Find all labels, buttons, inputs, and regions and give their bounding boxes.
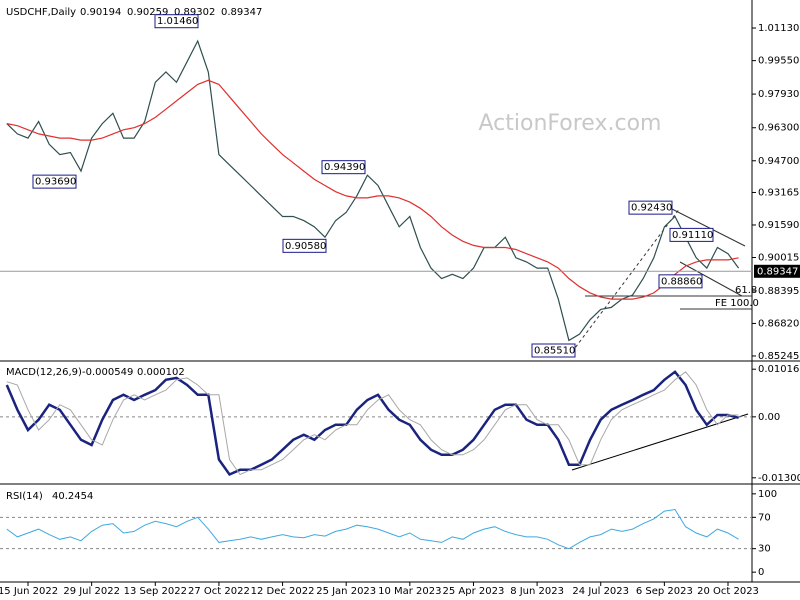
x-tick-label: 15 Jun 2022 bbox=[0, 586, 58, 597]
annotation-label: 0.94390 bbox=[324, 162, 365, 173]
y-tick-label: 0.91590 bbox=[758, 220, 799, 231]
annotation-box bbox=[628, 200, 673, 215]
annotation-box bbox=[669, 227, 714, 242]
readout-value: 0.89302 bbox=[174, 7, 215, 18]
chart-title: USDCHF,Daily bbox=[6, 7, 76, 18]
y-tick-label: 0.93165 bbox=[758, 187, 799, 198]
x-tick-label: 8 Jun 2023 bbox=[510, 586, 564, 597]
annotation-label: 0.92430 bbox=[631, 203, 672, 214]
y-tick-label: 0.88395 bbox=[758, 286, 799, 297]
annotation-box bbox=[282, 238, 327, 253]
y-tick-label: 0.90015 bbox=[758, 252, 799, 263]
annotation-label: 0.91110 bbox=[672, 230, 713, 241]
fib-label: FE 100.0 bbox=[715, 298, 759, 309]
panel-title: RSI(14) bbox=[6, 491, 43, 502]
annotation-label: 1.01460 bbox=[157, 16, 198, 27]
y-tick-label: 70 bbox=[758, 512, 771, 523]
annotation-box bbox=[154, 14, 199, 29]
trend-line bbox=[669, 207, 746, 247]
y-tick-label: 0.00 bbox=[758, 412, 780, 423]
readout-value: 0.000102 bbox=[137, 367, 185, 378]
readout-value: -0.000549 bbox=[82, 367, 133, 378]
price-tag-label: 0.89347 bbox=[757, 266, 798, 277]
y-tick-label: 1.01130 bbox=[758, 23, 799, 34]
panel-title: MACD(12,26,9) bbox=[6, 367, 82, 378]
price-tag bbox=[754, 264, 800, 278]
y-tick-label: 0.86820 bbox=[758, 318, 799, 329]
x-tick-label: 25 Jan 2023 bbox=[316, 586, 376, 597]
x-tick-label: 25 Apr 2023 bbox=[443, 586, 505, 597]
x-tick-label: 27 Oct 2022 bbox=[188, 586, 250, 597]
watermark: ActionForex.com bbox=[479, 111, 662, 136]
readout-value: 40.2454 bbox=[52, 491, 93, 502]
y-tick-label: 100 bbox=[758, 489, 777, 500]
annotation-label: 0.85510 bbox=[534, 346, 575, 357]
x-tick-label: 29 Jul 2022 bbox=[63, 586, 120, 597]
annotation-label: 0.90580 bbox=[285, 241, 326, 252]
y-tick-label: -0.013006 bbox=[758, 473, 800, 484]
x-tick-label: 24 Jul 2023 bbox=[572, 586, 629, 597]
y-tick-label: 0.96300 bbox=[758, 123, 799, 134]
series-line bbox=[6, 39, 740, 342]
fib-label: 61.8 bbox=[735, 285, 757, 296]
x-tick-label: 20 Oct 2023 bbox=[697, 586, 759, 597]
x-tick-label: 12 Dec 2022 bbox=[251, 586, 315, 597]
y-tick-label: 30 bbox=[758, 544, 771, 555]
series-line bbox=[6, 371, 739, 476]
series-line bbox=[6, 508, 739, 550]
x-tick-label: 10 Mar 2023 bbox=[378, 586, 441, 597]
y-tick-label: 0 bbox=[758, 567, 764, 578]
y-tick-label: 0.94700 bbox=[758, 156, 799, 167]
annotation-box bbox=[531, 343, 576, 358]
annotation-box bbox=[658, 274, 703, 289]
trend-line bbox=[679, 261, 743, 297]
y-tick-label: 0.99550 bbox=[758, 56, 799, 67]
readout-value: 0.90259 bbox=[127, 7, 168, 18]
annotation-box bbox=[32, 174, 77, 189]
y-tick-label: 0.85245 bbox=[758, 351, 799, 362]
y-tick-label: 0.010166 bbox=[758, 364, 800, 375]
annotation-label: 0.88860 bbox=[661, 276, 702, 287]
annotation-box bbox=[321, 160, 366, 175]
y-tick-label: 0.97930 bbox=[758, 89, 799, 100]
series-line bbox=[6, 79, 739, 300]
readout-value: 0.89347 bbox=[221, 7, 262, 18]
readout-value: 0.90194 bbox=[80, 7, 121, 18]
annotation-label: 0.93690 bbox=[35, 177, 76, 188]
x-tick-label: 13 Sep 2022 bbox=[124, 586, 187, 597]
x-tick-label: 6 Sep 2023 bbox=[636, 586, 693, 597]
